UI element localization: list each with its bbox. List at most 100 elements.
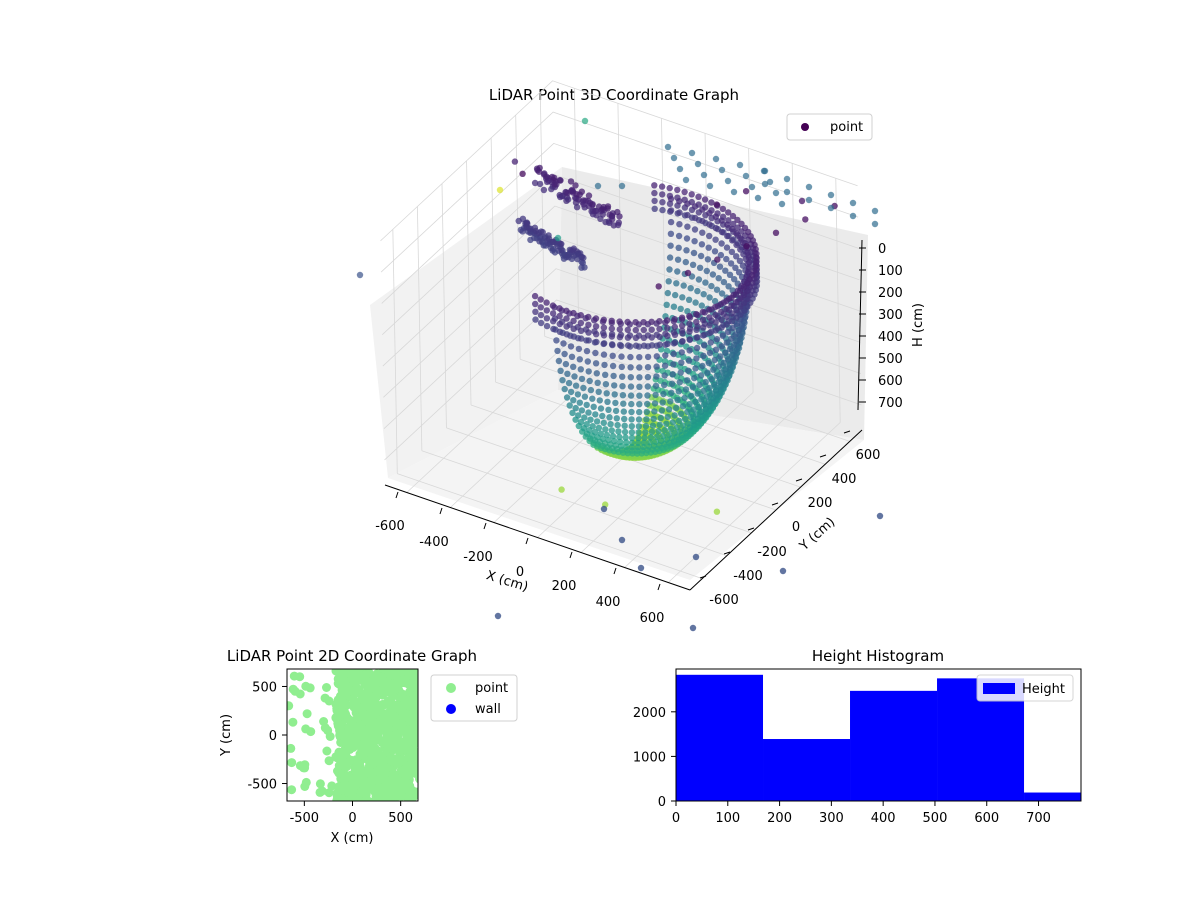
data-point-3d	[610, 372, 617, 380]
data-point-2d	[301, 724, 311, 734]
data-point-3d	[701, 196, 709, 203]
data-point-3d	[566, 402, 573, 409]
data-point-3d	[606, 211, 613, 218]
plot-frame-histogram	[675, 668, 1082, 802]
data-point-2d	[295, 672, 305, 682]
data-point-2d	[364, 735, 374, 745]
data-point-3d	[586, 377, 593, 385]
legend-3d: point	[786, 113, 873, 141]
data-point-3d	[609, 352, 616, 359]
data-point-3d	[703, 393, 710, 400]
data-point-3d	[581, 393, 589, 400]
data-point-2d	[288, 684, 298, 694]
legend-label-wall-2d: wall	[475, 702, 501, 717]
data-point-2d	[390, 786, 400, 796]
data-point-3d	[619, 392, 627, 399]
data-point-3d	[696, 264, 704, 271]
grid-line-3d	[515, 115, 521, 360]
legend-box-histogram	[976, 674, 1074, 702]
data-point-3d	[766, 178, 774, 186]
x-tick-label-histogram: 400	[871, 811, 896, 826]
data-point-3d	[614, 421, 621, 429]
data-point-2d	[342, 772, 351, 782]
data-point-3d	[656, 421, 663, 428]
data-point-3d	[587, 416, 594, 423]
data-point-2d	[341, 738, 351, 748]
data-point-3d	[591, 207, 599, 215]
chart-title-3d: LiDAR Point 3D Coordinate Graph	[489, 86, 739, 104]
data-point-3d	[668, 389, 675, 396]
data-point-3d	[737, 234, 744, 242]
grid-line-3d	[383, 268, 862, 429]
data-point-3d	[722, 365, 730, 372]
data-point-3d	[659, 399, 666, 406]
data-point-3d	[670, 361, 677, 368]
data-point-3d	[578, 407, 586, 414]
y-tick-label-3d: 600	[856, 448, 881, 463]
data-point-3d	[698, 241, 706, 248]
data-point-3d	[607, 421, 614, 428]
data-point-3d	[676, 209, 683, 216]
z-tick-label-3d: 0	[878, 242, 886, 257]
data-point-3d	[570, 309, 577, 317]
data-point-3d	[519, 228, 526, 235]
x-tick-label-2d: 0	[348, 811, 356, 826]
data-point-3d	[693, 334, 700, 341]
data-point-3d	[713, 387, 720, 394]
y-tick-label-3d: -600	[709, 593, 739, 608]
data-point-3d	[628, 439, 636, 446]
data-point-3d	[686, 401, 693, 408]
data-point-3d	[664, 413, 671, 421]
data-point-3d	[728, 335, 735, 342]
data-point-3d	[653, 433, 661, 440]
grid-line-3d	[397, 473, 703, 579]
data-point-3d	[651, 189, 658, 197]
data-point-3d	[783, 175, 791, 183]
data-point-3d	[628, 429, 636, 436]
data-point-2d	[302, 709, 312, 719]
data-point-3d	[681, 415, 689, 423]
data-point-3d	[798, 197, 806, 205]
data-point-2d	[320, 693, 330, 703]
data-point-3d	[688, 392, 695, 400]
data-point-2d	[354, 777, 363, 787]
data-point-3d	[719, 205, 727, 213]
data-point-3d	[581, 414, 588, 421]
data-point-3d	[706, 349, 714, 357]
data-point-3d	[664, 324, 671, 332]
data-point-3d	[570, 333, 578, 340]
data-point-3d	[624, 326, 631, 334]
data-point-3d	[733, 320, 740, 328]
data-point-3d	[744, 249, 751, 256]
data-point-2d	[350, 722, 360, 732]
data-point-3d	[675, 417, 683, 424]
data-point-3d	[628, 408, 635, 416]
data-point-3d	[574, 391, 582, 398]
data-point-3d	[684, 269, 692, 277]
legend-label-point-3d: point	[830, 120, 863, 135]
data-point-3d	[616, 341, 624, 349]
data-point-3d	[575, 345, 583, 353]
data-point-3d	[585, 192, 593, 199]
data-point-2d	[325, 732, 335, 741]
data-point-3d	[675, 244, 682, 251]
data-point-3d	[772, 189, 780, 197]
data-point-3d	[576, 399, 583, 406]
data-point-3d	[551, 174, 558, 181]
data-point-3d	[537, 311, 545, 319]
data-point-3d	[657, 414, 664, 422]
data-point-2d	[334, 768, 344, 778]
data-point-3d	[624, 334, 632, 341]
y-tick-label-3d: -400	[733, 569, 763, 584]
data-point-3d	[849, 199, 857, 207]
data-point-3d	[733, 230, 740, 237]
data-point-3d	[698, 302, 705, 309]
y-tick-3d	[723, 551, 731, 555]
data-point-3d	[730, 341, 738, 349]
x-tick-3d	[613, 567, 617, 575]
data-point-3d	[712, 346, 720, 353]
data-point-3d	[724, 232, 731, 240]
data-point-3d	[608, 341, 616, 348]
data-point-3d	[666, 266, 673, 273]
legend-label-point-2d: point	[475, 681, 508, 696]
